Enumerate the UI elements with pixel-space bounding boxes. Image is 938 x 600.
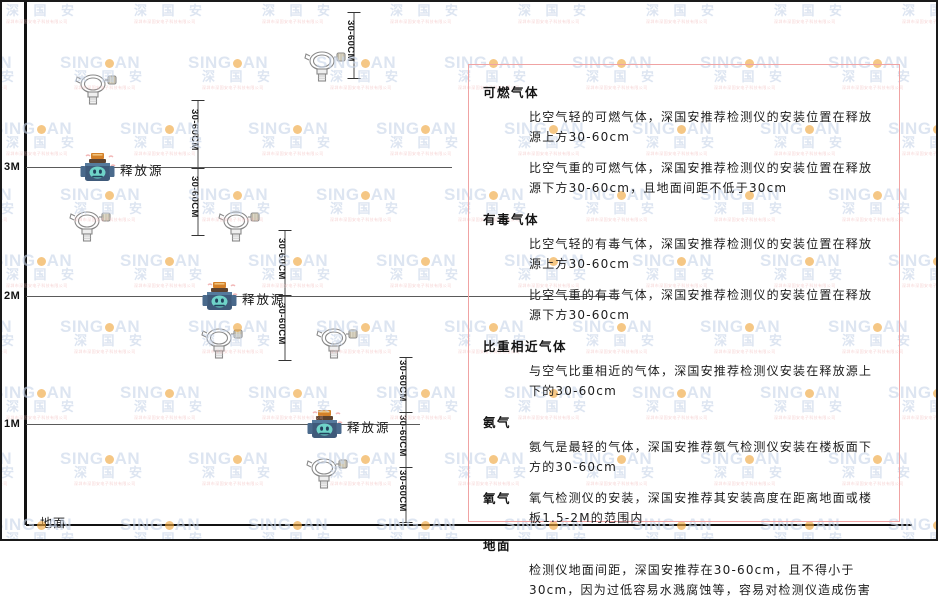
panel-section-title: 氧气 <box>483 488 529 507</box>
dimension-label: 30-60CM <box>276 303 287 345</box>
dimension-tick <box>400 522 413 523</box>
gas-detector-icon <box>198 324 244 360</box>
panel-section-text: 比空气重的有毒气体，深国安推荐检测仪的安装位置在释放源下方30-60cm <box>529 285 885 325</box>
dimension-line: 30-60CM 30-60CM <box>278 230 292 360</box>
dimension-label: 30-60CM <box>189 109 200 151</box>
release-source-icon <box>80 152 116 184</box>
panel-section: 氧气氧气检测仪的安装，深国安推荐其安装高度在距离地面或楼板1.5-2M的范围内 <box>483 488 885 528</box>
gas-detector-icon <box>215 207 261 243</box>
panel-section: 地面检测仪地面间距，深国安推荐在30-60cm，且不得小于30cm，因为过低容易… <box>483 535 885 600</box>
dimension-tick <box>192 168 205 169</box>
dimension-line: 30-60CM <box>347 12 361 78</box>
dimension-tick <box>279 360 292 361</box>
gas-detector-icon <box>301 47 347 83</box>
ground-label: 地面 <box>40 514 66 531</box>
panel-section-text: 比空气重的可燃气体，深国安推荐检测仪的安装位置在释放源下方30-60cm，且地面… <box>529 158 885 198</box>
axis-label-2m: 2M <box>4 290 20 302</box>
panel-section-text: 检测仪地面间距，深国安推荐在30-60cm，且不得小于30cm，因为过低容易水溅… <box>529 560 885 600</box>
recommendation-panel: 可燃气体比空气轻的可燃气体，深国安推荐检测仪的安装位置在释放源上方30-60cm… <box>468 64 900 522</box>
dimension-label: 30-60CM <box>397 360 408 402</box>
panel-section-title: 地面 <box>483 535 885 554</box>
gas-detector-icon <box>303 454 349 490</box>
panel-section-title: 有毒气体 <box>483 209 885 228</box>
panel-section-text: 氨气是最轻的气体，深国安推荐氨气检测仪安装在楼板面下方的30-60cm <box>529 437 885 477</box>
dimension-label: 30-60CM <box>345 20 356 62</box>
panel-section: 有毒气体比空气轻的有毒气体，深国安推荐检测仪的安装位置在释放源上方30-60cm… <box>483 209 885 325</box>
vertical-axis <box>24 2 27 525</box>
dimension-line: 30-60CM 30-60CM 30-60CM <box>399 357 413 522</box>
panel-section: 比重相近气体与空气比重相近的气体，深国安推荐检测仪安装在释放源上下的30-60c… <box>483 336 885 401</box>
release-source-label: 释放源 <box>120 160 164 179</box>
dimension-label: 30-60CM <box>397 470 408 512</box>
panel-section-text: 氧气检测仪的安装，深国安推荐其安装高度在距离地面或楼板1.5-2M的范围内 <box>529 488 885 528</box>
panel-section-title: 比重相近气体 <box>483 336 885 355</box>
axis-label-1m: 1M <box>4 418 20 430</box>
release-source-icon <box>202 281 238 313</box>
dimension-line: 30-60CM 30-60CM <box>191 100 205 235</box>
release-source-label: 释放源 <box>347 417 391 436</box>
dimension-tick <box>348 12 361 13</box>
gas-detector-icon <box>313 324 359 360</box>
panel-section-text: 比空气轻的有毒气体，深国安推荐检测仪的安装位置在释放源上方30-60cm <box>529 234 885 274</box>
panel-section-text: 与空气比重相近的气体，深国安推荐检测仪安装在释放源上下的30-60cm <box>529 361 885 401</box>
dimension-tick <box>279 230 292 231</box>
dimension-tick <box>348 78 361 79</box>
panel-section: 可燃气体比空气轻的可燃气体，深国安推荐检测仪的安装位置在释放源上方30-60cm… <box>483 82 885 198</box>
panel-section-text: 比空气轻的可燃气体，深国安推荐检测仪的安装位置在释放源上方30-60cm <box>529 107 885 147</box>
dimension-label: 30-60CM <box>397 415 408 457</box>
dimension-tick <box>400 357 413 358</box>
release-source-icon <box>307 409 343 441</box>
axis-label-3m: 3M <box>4 161 20 173</box>
dimension-tick <box>400 467 413 468</box>
dimension-tick <box>192 100 205 101</box>
panel-section-title: 氨气 <box>483 412 885 431</box>
gas-detector-icon <box>72 70 118 106</box>
dimension-label: 30-60CM <box>189 176 200 218</box>
dimension-label: 30-60CM <box>276 238 287 280</box>
panel-section-title: 可燃气体 <box>483 82 885 101</box>
gas-detector-icon <box>66 207 112 243</box>
dimension-tick <box>279 295 292 296</box>
panel-section: 氨气氨气是最轻的气体，深国安推荐氨气检测仪安装在楼板面下方的30-60cm <box>483 412 885 477</box>
dimension-tick <box>192 235 205 236</box>
dimension-tick <box>400 412 413 413</box>
